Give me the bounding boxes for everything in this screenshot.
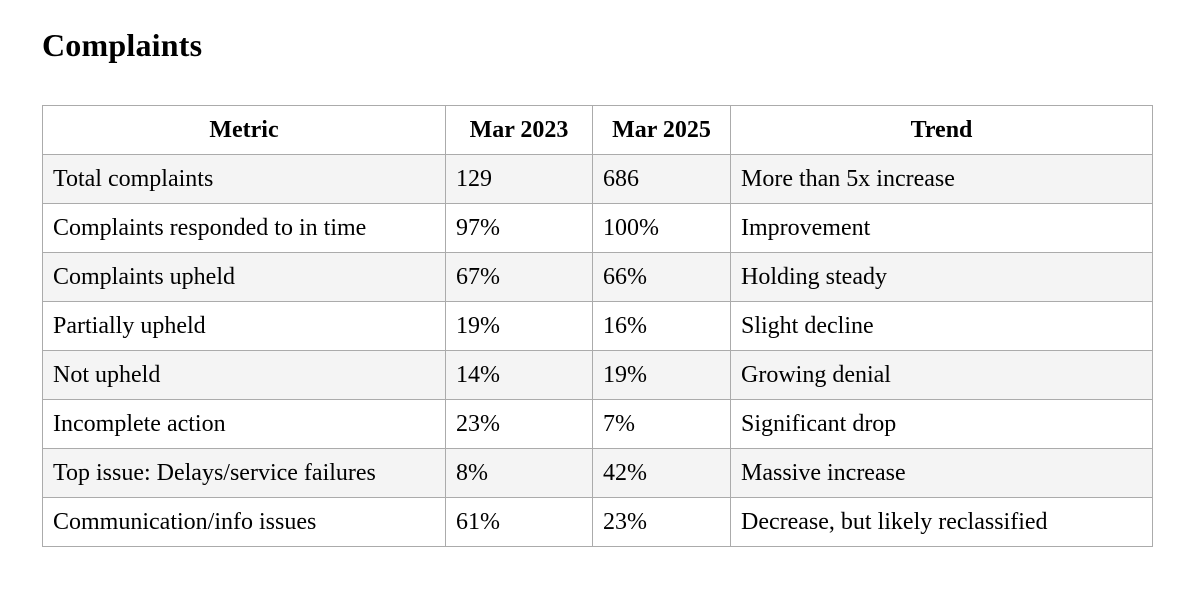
cell-mar-2025: 19% [592,350,731,401]
cell-mar-2025: 7% [592,399,731,450]
cell-trend: Significant drop [730,399,1153,450]
cell-mar-2023: 8% [445,448,593,499]
table-row: Total complaints 129 686 More than 5x in… [42,154,1153,205]
cell-mar-2023: 19% [445,301,593,352]
cell-mar-2023: 67% [445,252,593,303]
cell-metric: Partially upheld [42,301,446,352]
cell-trend: Massive increase [730,448,1153,499]
cell-metric: Complaints upheld [42,252,446,303]
cell-trend: Improvement [730,203,1153,254]
column-header-mar-2023: Mar 2023 [445,105,593,156]
cell-mar-2023: 97% [445,203,593,254]
cell-mar-2023: 61% [445,497,593,548]
cell-trend: Growing denial [730,350,1153,401]
table-row: Complaints responded to in time 97% 100%… [42,203,1153,254]
cell-mar-2025: 23% [592,497,731,548]
table-row: Top issue: Delays/service failures 8% 42… [42,448,1153,499]
table-row: Complaints upheld 67% 66% Holding steady [42,252,1153,303]
cell-mar-2023: 23% [445,399,593,450]
column-header-metric: Metric [42,105,446,156]
cell-metric: Not upheld [42,350,446,401]
cell-mar-2025: 66% [592,252,731,303]
cell-metric: Communication/info issues [42,497,446,548]
cell-metric: Total complaints [42,154,446,205]
column-header-trend: Trend [730,105,1153,156]
cell-mar-2023: 129 [445,154,593,205]
cell-mar-2025: 16% [592,301,731,352]
cell-trend: More than 5x increase [730,154,1153,205]
table-header-row: Metric Mar 2023 Mar 2025 Trend [42,105,1153,156]
cell-trend: Holding steady [730,252,1153,303]
cell-metric: Top issue: Delays/service failures [42,448,446,499]
table-header: Metric Mar 2023 Mar 2025 Trend [42,105,1153,156]
table-body: Total complaints 129 686 More than 5x in… [42,154,1153,548]
complaints-table: Metric Mar 2023 Mar 2025 Trend Total com… [42,105,1153,548]
table-row: Incomplete action 23% 7% Significant dro… [42,399,1153,450]
cell-metric: Incomplete action [42,399,446,450]
cell-trend: Decrease, but likely reclassified [730,497,1153,548]
cell-mar-2025: 100% [592,203,731,254]
column-header-mar-2025: Mar 2025 [592,105,731,156]
cell-metric: Complaints responded to in time [42,203,446,254]
cell-trend: Slight decline [730,301,1153,352]
cell-mar-2025: 42% [592,448,731,499]
page-title: Complaints [42,27,203,63]
cell-mar-2023: 14% [445,350,593,401]
table-row: Partially upheld 19% 16% Slight decline [42,301,1153,352]
table-row: Communication/info issues 61% 23% Decrea… [42,497,1153,548]
table-row: Not upheld 14% 19% Growing denial [42,350,1153,401]
cell-mar-2025: 686 [592,154,731,205]
